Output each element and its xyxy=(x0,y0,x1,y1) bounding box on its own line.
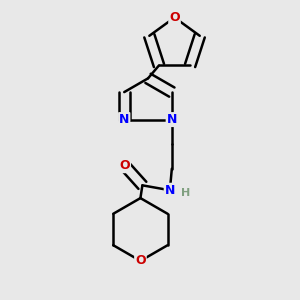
Text: O: O xyxy=(135,254,146,267)
Text: H: H xyxy=(181,188,190,198)
Text: N: N xyxy=(119,113,129,126)
Text: N: N xyxy=(165,184,175,197)
Text: N: N xyxy=(167,113,177,126)
Text: O: O xyxy=(169,11,180,24)
Text: O: O xyxy=(119,159,130,172)
